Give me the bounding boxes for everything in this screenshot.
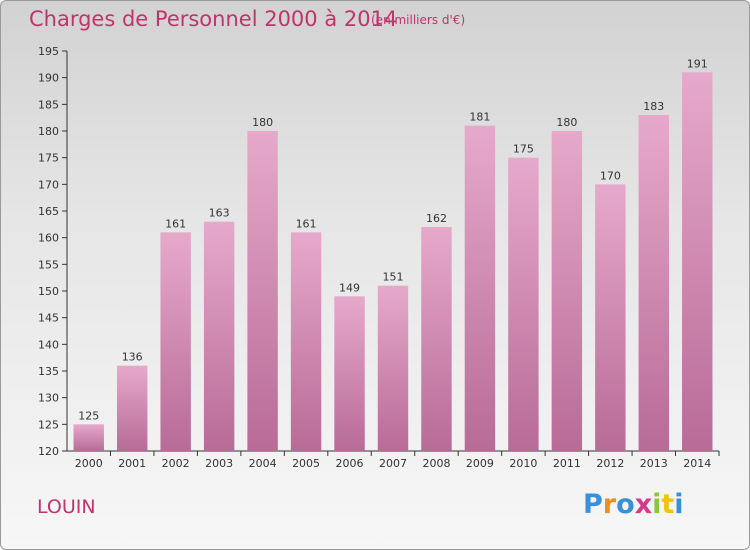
y-tick-label: 170 <box>38 178 59 191</box>
bar-2003 <box>203 221 235 451</box>
bar-2012 <box>595 184 626 452</box>
y-tick-label: 165 <box>38 205 59 218</box>
chart-subtitle: (en milliers d'€) <box>371 13 466 27</box>
y-tick-label: 135 <box>38 365 59 378</box>
value-label-2007: 151 <box>383 271 404 284</box>
place-name: LOUIN <box>37 496 96 518</box>
y-tick-label: 160 <box>38 232 59 245</box>
x-tick-label: 2010 <box>509 457 537 470</box>
x-tick-label: 2002 <box>162 457 190 470</box>
bar-2004 <box>247 131 278 451</box>
y-axis: 120 125 130 135 140 145 150 155 160 165 170 175 180 1… <box>38 45 68 458</box>
bar-2009 <box>464 125 496 452</box>
logo-letter: t <box>661 489 675 520</box>
y-tick-label: 130 <box>38 392 59 405</box>
x-tick-label: 2014 <box>683 457 711 470</box>
value-label-2005: 161 <box>296 217 317 230</box>
bar-2002 <box>160 232 191 451</box>
x-tick-label: 2003 <box>205 457 233 470</box>
y-tick-label: 195 <box>38 45 59 58</box>
value-label-2012: 170 <box>600 169 621 182</box>
y-tick-label: 180 <box>38 125 59 138</box>
bar-2000 <box>73 424 104 451</box>
value-label-2000: 125 <box>78 409 99 422</box>
value-label-2001: 136 <box>122 351 143 364</box>
bar-2006 <box>334 296 365 451</box>
x-tick-label: 2012 <box>596 457 624 470</box>
bars-group <box>73 72 713 452</box>
logo-letter: i <box>652 489 662 520</box>
x-tick-label: 2006 <box>336 457 364 470</box>
x-tick-label: 2009 <box>466 457 494 470</box>
bar-2005 <box>290 232 322 451</box>
y-tick-label: 185 <box>38 98 59 111</box>
y-tick-label: 155 <box>38 258 59 271</box>
x-tick-label: 2013 <box>640 457 668 470</box>
value-labels-group: 125 136 161 163 180 161 149 151 162 181 175 180 170 1… <box>78 57 708 422</box>
chart-title: Charges de Personnel 2000 à 2014 <box>29 7 398 31</box>
value-label-2013: 183 <box>643 100 664 113</box>
x-tick-label: 2001 <box>118 457 146 470</box>
y-tick-label: 190 <box>38 72 59 85</box>
x-tick-label: 2004 <box>249 457 277 470</box>
bar-2010 <box>508 157 539 451</box>
x-tick-label: 2005 <box>292 457 320 470</box>
x-axis: 2000 2001 2002 2003 2004 2005 2006 2007 2008 2009… <box>67 450 720 470</box>
x-tick-label: 2011 <box>553 457 581 470</box>
logo-letter: r <box>602 489 617 520</box>
logo-letter: o <box>616 489 635 520</box>
y-tick-label: 150 <box>38 285 59 298</box>
bar-2001 <box>116 365 148 451</box>
y-tick-label: 175 <box>38 152 59 165</box>
value-label-2003: 163 <box>209 207 230 220</box>
value-label-2011: 180 <box>556 116 577 129</box>
value-label-2006: 149 <box>339 281 360 294</box>
value-label-2008: 162 <box>426 212 447 225</box>
proxiti-logo: Proxiti <box>583 489 684 520</box>
value-label-2014: 191 <box>687 57 708 70</box>
bar-2007 <box>377 285 409 451</box>
y-tick-label: 120 <box>38 445 59 458</box>
bar-2008 <box>421 227 452 451</box>
value-label-2010: 175 <box>513 143 534 156</box>
logo-letter: x <box>634 489 653 520</box>
value-label-2002: 161 <box>165 217 186 230</box>
y-tick-label: 140 <box>38 338 59 351</box>
x-tick-label: 2008 <box>422 457 450 470</box>
y-tick-label: 145 <box>38 312 59 325</box>
logo-letter: i <box>674 489 684 520</box>
x-tick-label: 2007 <box>379 457 407 470</box>
y-tick-label: 125 <box>38 418 59 431</box>
value-label-2009: 181 <box>469 111 490 124</box>
value-label-2004: 180 <box>252 116 273 129</box>
logo-letter: P <box>583 489 603 520</box>
bar-2011 <box>551 131 583 451</box>
bar-2014 <box>682 72 713 451</box>
bar-2013 <box>638 115 670 451</box>
x-tick-label: 2000 <box>75 457 103 470</box>
